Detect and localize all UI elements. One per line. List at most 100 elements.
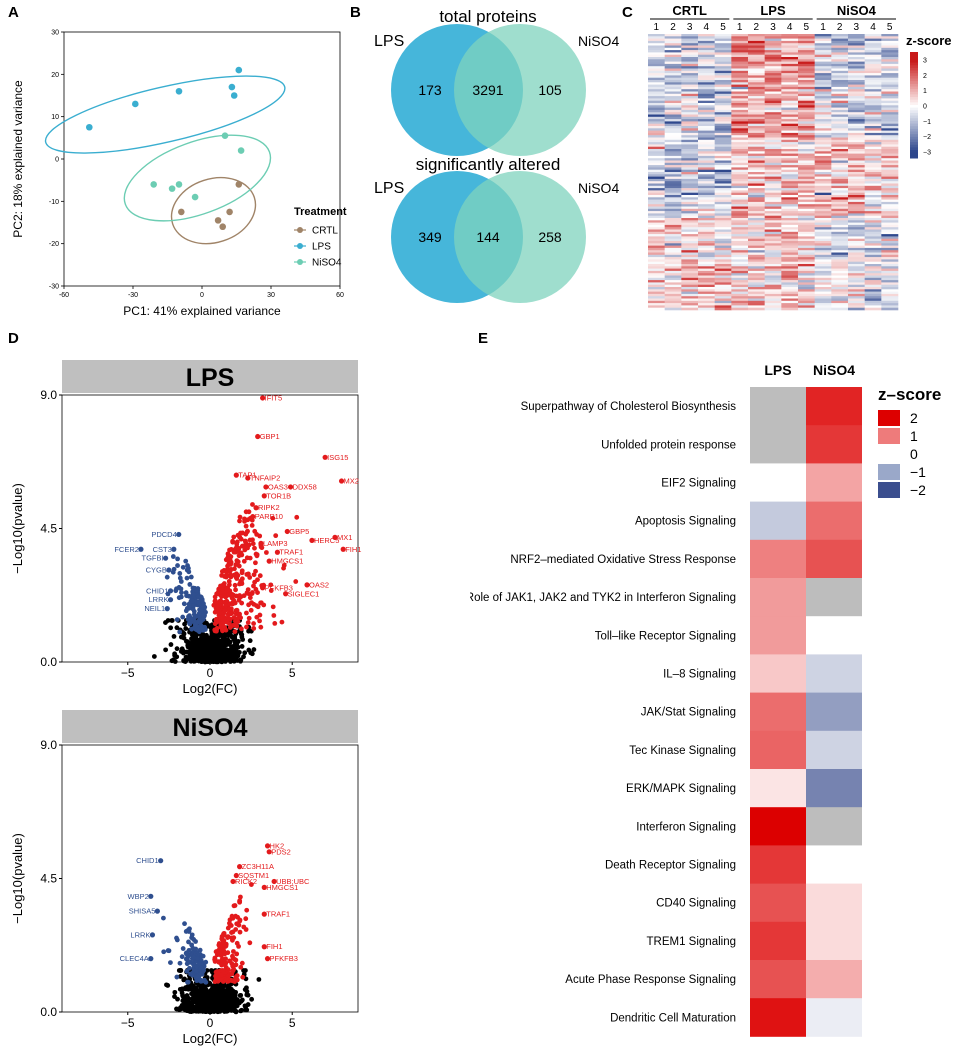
heatmap-cell bbox=[798, 167, 815, 170]
heatmap-cell bbox=[881, 158, 899, 161]
colorbar-segment bbox=[910, 139, 918, 143]
gene-label-up: ZC3H11A bbox=[242, 862, 274, 871]
heatmap-cell bbox=[881, 128, 899, 131]
point-downregulated bbox=[178, 594, 184, 600]
heatmap-cell bbox=[648, 47, 665, 51]
heatmap-cell bbox=[864, 80, 882, 83]
heatmap-cell bbox=[881, 105, 899, 108]
heatmap-cell bbox=[864, 91, 882, 95]
heatmap-cell bbox=[748, 57, 765, 60]
heatmap-cell bbox=[664, 45, 682, 49]
pathway-cell bbox=[806, 501, 862, 541]
heatmap-cell bbox=[648, 264, 665, 267]
heatmap-cell bbox=[648, 245, 665, 249]
point-upregulated bbox=[247, 575, 253, 580]
heatmap-cell bbox=[864, 211, 882, 214]
heatmap-cell bbox=[881, 137, 899, 141]
heatmap-cell bbox=[648, 190, 665, 193]
point-downregulated bbox=[174, 617, 180, 623]
heatmap-cell bbox=[648, 75, 665, 78]
pathway-cell bbox=[806, 960, 862, 999]
heatmap-cell bbox=[681, 84, 699, 88]
heatmap-cell bbox=[798, 109, 815, 113]
heatmap-cell bbox=[764, 40, 782, 44]
heatmap-cell bbox=[831, 213, 849, 216]
heatmap-cell bbox=[714, 199, 732, 203]
heatmap-cell bbox=[714, 82, 732, 85]
heatmap-cell bbox=[798, 158, 815, 161]
heatmap-cell bbox=[664, 229, 682, 233]
heatmap-cell bbox=[814, 303, 832, 306]
heatmap-cell bbox=[664, 303, 682, 306]
heatmap-cell bbox=[648, 167, 665, 170]
heatmap-cell bbox=[731, 132, 749, 136]
heatmap-cell bbox=[864, 213, 882, 216]
heatmap-cell bbox=[848, 178, 865, 182]
colorbar-segment bbox=[910, 150, 918, 154]
point-not-significant bbox=[178, 974, 183, 979]
heatmap-cell bbox=[864, 43, 882, 46]
heatmap-cell bbox=[714, 151, 732, 154]
heatmap-cell bbox=[681, 218, 699, 221]
heatmap-cell bbox=[764, 298, 782, 302]
heatmap-cell bbox=[798, 264, 815, 267]
heatmap-cell bbox=[864, 34, 882, 37]
labeled-point-up bbox=[253, 505, 259, 511]
point-upregulated bbox=[234, 973, 240, 979]
heatmap-cell bbox=[831, 243, 849, 246]
heatmap-cell bbox=[698, 245, 715, 249]
point-downregulated bbox=[197, 947, 203, 953]
pathway-label: EIF2 Signaling bbox=[661, 478, 736, 490]
heatmap-cell bbox=[714, 208, 732, 212]
heatmap-cell bbox=[748, 238, 765, 242]
heatmap-cell bbox=[714, 169, 732, 173]
heatmap-cell bbox=[748, 52, 765, 55]
heatmap-cell bbox=[831, 185, 849, 189]
point-not-significant bbox=[168, 642, 174, 647]
heatmap-cell bbox=[698, 82, 715, 85]
point-downregulated bbox=[193, 946, 199, 952]
point-not-significant bbox=[191, 999, 197, 1005]
pathway-cell bbox=[750, 578, 806, 617]
heatmap-cell bbox=[664, 96, 682, 99]
heatmap-cell bbox=[681, 169, 699, 173]
heatmap-cell bbox=[698, 91, 715, 95]
point-upregulated bbox=[246, 602, 252, 608]
point-upregulated bbox=[226, 592, 231, 598]
heatmap-cell bbox=[731, 201, 749, 205]
heatmap-cell bbox=[798, 151, 815, 154]
heatmap-cell bbox=[814, 257, 832, 260]
heatmap-cell bbox=[664, 224, 682, 228]
heatmap-cell bbox=[731, 293, 749, 297]
heatmap-cell bbox=[848, 298, 865, 302]
heatmap-cell bbox=[881, 169, 899, 173]
heatmap-cell bbox=[848, 63, 865, 67]
colorbar-segment bbox=[910, 147, 918, 151]
heatmap-cell bbox=[831, 155, 849, 159]
heatmap-cell bbox=[648, 93, 665, 97]
heatmap-cell bbox=[781, 201, 799, 205]
heatmap-cell bbox=[798, 190, 815, 193]
facet-title: NiSO4 bbox=[172, 714, 247, 742]
heatmap-cell bbox=[714, 160, 732, 164]
heatmap-cell bbox=[781, 243, 799, 246]
point-upregulated bbox=[236, 922, 242, 928]
heatmap-cell bbox=[781, 109, 799, 113]
point-downregulated bbox=[203, 959, 209, 965]
point-upregulated bbox=[263, 550, 269, 555]
heatmap-cell bbox=[848, 254, 865, 258]
point-downregulated bbox=[187, 620, 192, 626]
heatmap-cell bbox=[648, 287, 665, 290]
point-downregulated bbox=[177, 960, 183, 966]
point-downregulated bbox=[175, 563, 180, 568]
heatmap-cell bbox=[764, 174, 782, 177]
point-upregulated bbox=[239, 568, 245, 574]
heatmap-cell bbox=[648, 105, 665, 108]
facet-strip bbox=[62, 360, 358, 393]
heatmap-cell bbox=[781, 63, 799, 67]
heatmap-cell bbox=[764, 155, 782, 159]
heatmap-cell bbox=[798, 93, 815, 97]
heatmap-cell bbox=[764, 218, 782, 221]
heatmap-cell bbox=[648, 57, 665, 60]
point-upregulated bbox=[270, 515, 276, 521]
